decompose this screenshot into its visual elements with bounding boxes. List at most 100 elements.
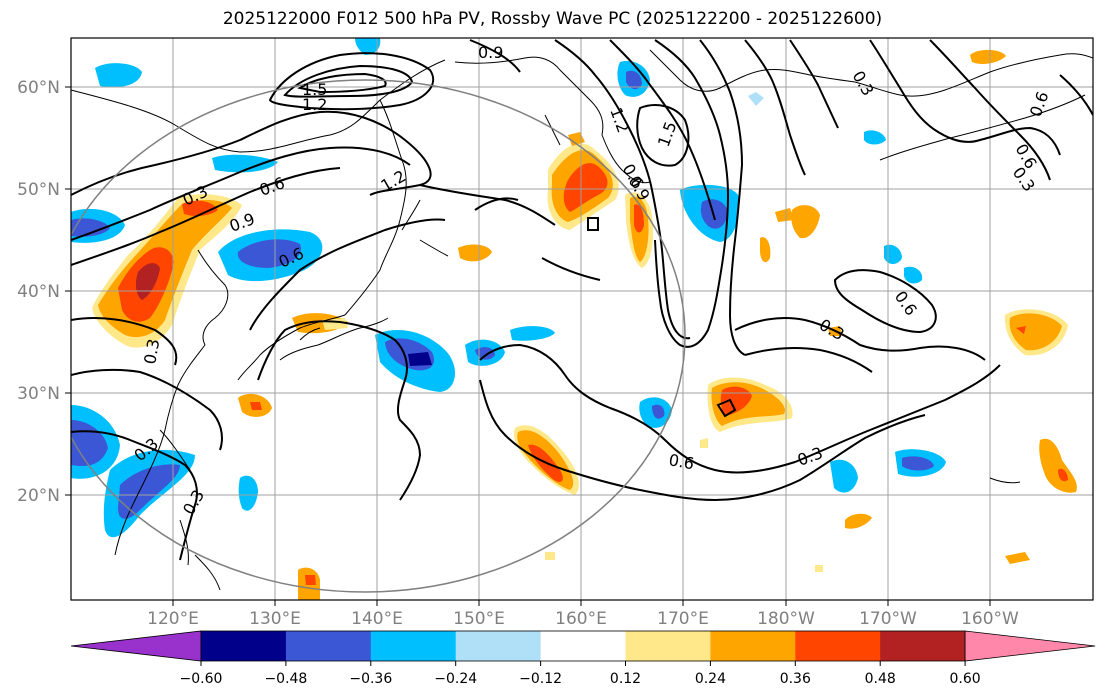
warm-blob-small6 [815, 565, 823, 572]
projection-circle [71, 79, 686, 593]
lon-label: 130°E [249, 609, 301, 629]
contour-label: 0.6 [257, 173, 287, 200]
colorbar-segment [370, 631, 457, 661]
blue-blob-philippines-core [118, 464, 180, 519]
lon-label: 160°W [961, 609, 1019, 629]
colorbar-segment [455, 631, 542, 661]
lat-label: 40°N [17, 282, 60, 302]
lat-label: 30°N [17, 384, 60, 404]
blue-blob-sea-of-japan-core [237, 239, 301, 268]
contour-label: 0.3 [140, 337, 163, 365]
contour-label: 0.6 [1026, 89, 1053, 119]
colorbar-segment [795, 631, 881, 661]
blue-blob-nw [95, 63, 142, 88]
blue-blob-kamchatka-core [626, 70, 642, 90]
latitude-axis: 60°N 50°N 40°N 30°N 20°N [17, 78, 71, 506]
blue-blob-e2 [904, 266, 923, 284]
blue-blob-n1 [212, 154, 278, 173]
negative-anomaly-areas [71, 38, 946, 538]
coastlines [71, 49, 1093, 591]
contour-label: 0.9 [478, 43, 503, 62]
colorbar-tick-label: −0.36 [349, 671, 392, 687]
warm-blob-n1 [791, 205, 820, 239]
blue-blob-e4 [748, 92, 764, 106]
contour-label: 0.3 [816, 315, 848, 344]
blue-blob-top [355, 38, 381, 55]
blue-blob-west-core [71, 218, 110, 237]
lon-label: 170°E [657, 609, 709, 629]
warm-blob-small3 [970, 49, 1006, 64]
contour-label: 1.2 [302, 95, 327, 114]
warm-blob-small1 [845, 513, 872, 529]
blue-blob-3 [510, 326, 555, 341]
contour-label: 0.6 [891, 287, 921, 319]
contour-label: 1.2 [606, 105, 633, 135]
contour-label: 1.5 [302, 80, 327, 99]
colorbar-tick-label: −0.60 [180, 671, 223, 687]
gridlines [71, 38, 1093, 600]
warm-blob-south-red [305, 575, 316, 585]
blue-blob-s1 [238, 475, 258, 511]
warm-blob-n3 [775, 208, 794, 222]
warm-blob-small2 [1005, 552, 1030, 564]
blue-blob-s2-core [652, 404, 665, 419]
colorbar-tick-label: −0.24 [434, 671, 477, 687]
blue-blob-e3 [864, 130, 886, 145]
map-title: 2025122000 F012 500 hPa PV, Rossby Wave … [222, 9, 883, 29]
warm-blob-458 [458, 244, 492, 262]
warm-blob-korea-red2 [182, 200, 218, 217]
warm-blob-e2 [1039, 438, 1077, 493]
warm-blob-e1-red [1016, 326, 1026, 334]
colorbar-extend-high [964, 630, 1096, 662]
colorbar-ticks: −0.60 −0.48 −0.36 −0.24 −0.12 0.12 0.24 0.36 0.4… [180, 661, 981, 687]
colorbar: −0.60 −0.48 −0.36 −0.24 −0.12 0.12 0.24 0.36 0.4… [70, 630, 1096, 687]
lon-label: 120°E [147, 609, 199, 629]
colorbar-segment [285, 631, 372, 661]
warm-blob-small5 [545, 552, 555, 560]
warm-blob-e1-orange [1009, 313, 1062, 351]
lon-label: 150°E [453, 609, 505, 629]
pv-contours [71, 39, 1093, 561]
colorbar-extend-low [70, 630, 202, 662]
colorbar-segment [540, 631, 626, 661]
warm-blob-kamchatka-south-red [563, 163, 608, 212]
blue-blob-2-core [475, 347, 495, 360]
colorbar-tick-label: 0.60 [950, 671, 981, 687]
contour-label: 0.3 [849, 68, 878, 100]
map-frame [70, 37, 1094, 601]
lon-label: 160°E [555, 609, 607, 629]
colorbar-segment [710, 631, 796, 661]
longitude-axis: 120°E 130°E 140°E 150°E 160°E 170°E 180°… [147, 600, 1019, 629]
blue-blob-4-core [700, 199, 728, 229]
blue-blob-s4-core [902, 456, 934, 471]
warm-blob-small7 [700, 438, 708, 448]
lat-label: 50°N [17, 180, 60, 200]
colorbar-tick-label: 0.24 [695, 671, 726, 687]
positive-anomaly-areas [92, 49, 1077, 600]
colorbar-segment [625, 631, 711, 661]
colorbar-segment [880, 631, 966, 661]
warm-blob-se1-red [720, 386, 752, 416]
lon-label: 140°E [351, 609, 403, 629]
warm-blob-taiwan-east-red [250, 402, 262, 410]
navy-blob [408, 352, 432, 366]
colorbar-segment [201, 631, 287, 661]
colorbar-outline [200, 630, 966, 662]
contour-label: 0.6 [667, 450, 695, 473]
colorbar-tick-label: 0.48 [865, 671, 896, 687]
warm-blob-n2 [760, 237, 771, 263]
warm-blob-v1-red [634, 204, 644, 233]
colorbar-tick-label: −0.48 [264, 671, 307, 687]
colorbar-tick-label: 0.12 [610, 671, 641, 687]
lon-label: 180°W [757, 609, 815, 629]
lat-label: 60°N [17, 78, 60, 98]
lon-label: 170°W [859, 609, 917, 629]
colorbar-tick-label: 0.36 [780, 671, 811, 687]
colorbar-tick-label: −0.12 [519, 671, 562, 687]
blue-blob-s3 [830, 459, 858, 493]
blue-blob-e1 [884, 244, 902, 264]
colorbar-segments [70, 630, 1096, 662]
contour-label: 0.3 [1009, 163, 1039, 195]
warm-blob-e2-red [1058, 468, 1068, 482]
